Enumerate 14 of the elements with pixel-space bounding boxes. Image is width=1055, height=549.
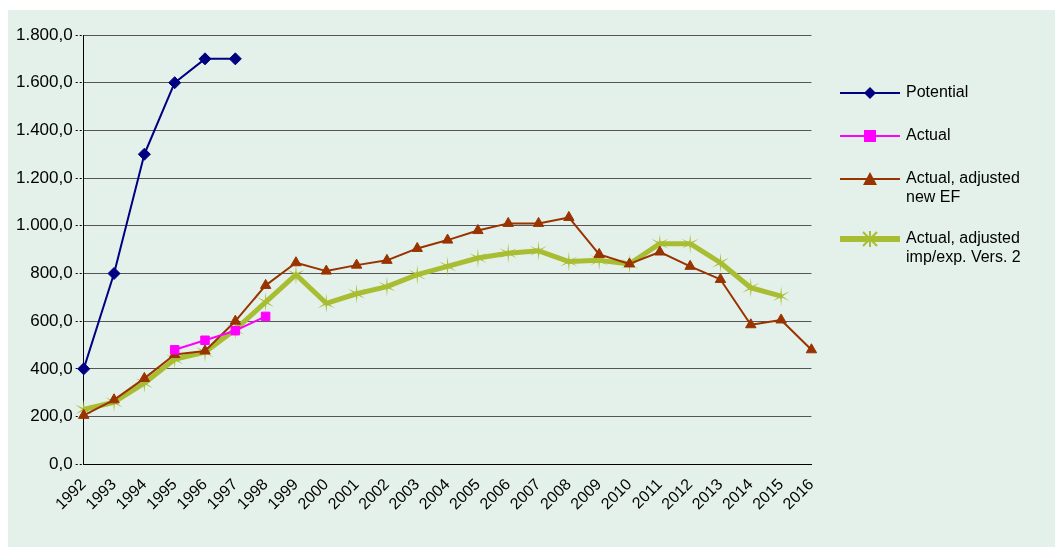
y-tick-label: 0,0 bbox=[49, 453, 73, 473]
legend-label: Actual, adjusted new EF bbox=[906, 168, 1021, 206]
y-tick-label: 1.200,0 bbox=[15, 167, 73, 187]
y-tick-label: 200,0 bbox=[30, 406, 73, 426]
y-tick-label: 1.400,0 bbox=[15, 120, 73, 140]
legend-label: Actual bbox=[906, 125, 951, 144]
y-tick-label: 1.600,0 bbox=[15, 72, 73, 92]
y-tick-label: 400,0 bbox=[30, 358, 73, 378]
y-tick-label: 1.800,0 bbox=[15, 24, 73, 44]
y-tick-label: 600,0 bbox=[30, 310, 73, 330]
y-tick-label: 1.000,0 bbox=[15, 215, 73, 235]
legend-label: Actual, adjusted imp/exp. Vers. 2 bbox=[906, 228, 1022, 266]
legend-label: Potential bbox=[906, 82, 969, 101]
y-tick-label: 800,0 bbox=[30, 263, 73, 283]
